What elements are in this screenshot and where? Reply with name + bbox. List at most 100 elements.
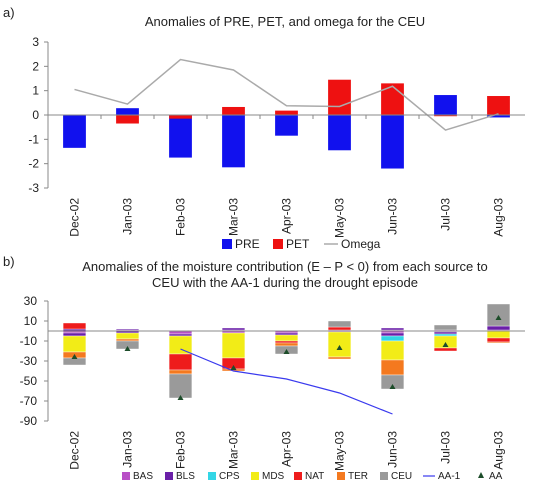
panel-b-letter: b)	[3, 254, 15, 269]
x-tick-label: Dec-02	[68, 198, 82, 237]
panel-a-x-axis: Dec-02 Jan-03 Feb-03 Mar-03 Apr-03 May-03 Jun-…	[47, 114, 525, 238]
bar-pet-may-03	[328, 79, 351, 115]
x-tick-label: Jan-03	[121, 198, 135, 235]
bar-segment-bls-aug-03-pos	[486, 325, 511, 331]
bar-segment-bls-jan-03-pos	[115, 328, 140, 331]
legend-swatch-mds	[251, 472, 259, 480]
y-tick-label: -10	[20, 334, 38, 348]
legend-label-nat: NAT	[305, 471, 324, 482]
bar-pre-jun-03	[381, 115, 404, 169]
x-tick-label: Jan-03	[121, 431, 135, 468]
panel-a-y-axis: -3 -2 -1 0 1 2 3	[28, 35, 49, 195]
legend-label-ter: TER	[348, 471, 368, 482]
legend-swatch-ter	[337, 472, 345, 480]
y-tick-label: -3	[28, 181, 39, 195]
bar-segment-mds-dec-02-neg	[62, 335, 87, 353]
y-tick-label: -1	[28, 132, 39, 146]
bar-pre-apr-03	[275, 115, 298, 136]
panel-a-bars	[63, 79, 510, 169]
x-tick-label: Aug-03	[492, 198, 506, 237]
aa-marker-jul-03	[442, 342, 449, 347]
bar-pre-mar-03	[222, 115, 245, 168]
bar-segment-mds-jan-03-neg	[115, 332, 140, 340]
legend-label-aa-1: AA-1	[438, 471, 461, 482]
bar-segment-nat-may-03-pos	[327, 326, 352, 331]
x-tick-label: Mar-03	[227, 431, 241, 469]
bar-pet-jun-03	[381, 83, 404, 115]
bar-segment-mds-may-03-neg	[327, 331, 352, 358]
bar-segment-nat-aug-03-neg	[486, 337, 511, 343]
panel-b-title-line-1: Anomalies of the moisture contribution (…	[82, 259, 488, 274]
bar-pet-jul-03	[434, 115, 457, 117]
y-tick-label: 3	[32, 35, 39, 49]
panel-b-y-axis: 30 10 -10 -30 -50 -70 -90	[20, 294, 49, 428]
bar-segment-nat-apr-03-neg	[274, 340, 299, 344]
bar-pet-apr-03	[275, 110, 298, 115]
x-tick-label: Mar-03	[227, 198, 241, 236]
bar-segment-ter-jan-03-neg	[115, 338, 140, 342]
y-tick-label: 1	[32, 84, 39, 98]
legend-label-pre: PRE	[235, 237, 260, 251]
legend-swatch-bls	[165, 472, 173, 480]
legend-label-mds: MDS	[262, 471, 285, 482]
x-tick-label: Dec-02	[68, 431, 82, 470]
x-tick-label: Jun-03	[386, 198, 400, 235]
x-tick-label: Feb-03	[174, 198, 188, 236]
bar-segment-mds-feb-03-neg	[168, 335, 193, 355]
bar-pet-mar-03	[222, 106, 245, 115]
bar-segment-ter-aug-03-neg	[486, 341, 511, 344]
bar-pet-jan-03	[116, 115, 139, 124]
aa-marker-feb-03	[177, 395, 184, 400]
bar-pre-jul-03	[434, 95, 457, 115]
legend-label-cps: CPS	[219, 471, 240, 482]
bar-segment-bls-apr-03-neg	[274, 332, 299, 336]
legend-swatch-nat	[294, 472, 302, 480]
x-tick-label: Aug-03	[492, 431, 506, 470]
bar-segment-ceu-may-03-pos	[327, 320, 352, 328]
panel-a-letter: a)	[3, 5, 15, 20]
bar-segment-ceu-dec-02-neg	[62, 357, 87, 366]
x-tick-label: Jul-03	[439, 198, 453, 231]
bar-segment-mds-apr-03-neg	[274, 334, 299, 342]
aa-marker-may-03	[336, 345, 343, 350]
bar-pet-feb-03	[169, 115, 192, 119]
bar-segment-ceu-jul-03-pos	[433, 324, 458, 331]
bar-segment-bls-jun-03-pos	[380, 327, 405, 331]
aa-1-line-series	[180, 348, 393, 415]
bar-segment-nat-jul-03-neg	[433, 347, 458, 352]
bar-segment-bls-feb-03-neg	[168, 333, 193, 337]
aa-marker-mar-03	[230, 365, 237, 370]
panel-a-legend: PRE PET Omega	[222, 237, 381, 251]
legend-swatch-pre	[222, 239, 232, 249]
legend-marker-aa	[478, 472, 484, 478]
y-tick-label: 2	[32, 59, 39, 73]
panel-b: b) Anomalies of the moisture contributio…	[3, 254, 525, 482]
legend-label-omega: Omega	[341, 237, 381, 251]
bar-segment-ter-apr-03-neg	[274, 342, 299, 347]
bar-segment-ter-feb-03-neg	[168, 369, 193, 375]
bar-segment-mds-mar-03-neg	[221, 332, 246, 359]
x-tick-label: May-03	[333, 198, 347, 238]
y-tick-label: 0	[32, 108, 39, 122]
bar-pre-aug-03	[487, 115, 510, 118]
legend-label-bls: BLS	[176, 471, 195, 482]
y-tick-label: -90	[20, 414, 38, 428]
bar-segment-bls-jul-03-neg	[433, 331, 458, 335]
aa-marker-apr-03	[283, 349, 290, 354]
legend-swatch-bas	[122, 472, 130, 480]
aa-marker-aug-03	[495, 315, 502, 320]
panel-a: a) Anomalies of PRE, PET, and omega for …	[3, 5, 525, 251]
bar-pre-dec-02	[63, 115, 86, 148]
panel-b-x-axis: Dec-02 Jan-03 Feb-03 Mar-03 Apr-03 May-03 Jun-…	[48, 330, 525, 471]
aa-marker-dec-02	[71, 354, 78, 359]
bar-pre-jan-03	[116, 108, 139, 115]
bar-segment-cps-jul-03-neg	[433, 333, 458, 337]
y-tick-label: -70	[20, 394, 38, 408]
y-tick-label: 10	[24, 314, 38, 328]
y-tick-label: 30	[24, 294, 38, 308]
panel-b-title-line-2: CEU with the AA-1 during the drought epi…	[152, 275, 418, 290]
bar-segment-cps-jun-03-neg	[380, 335, 405, 342]
panel-b-legend: BAS BLS CPS MDS NAT TER CEU AA-1 AA	[122, 471, 503, 482]
panel-b-stacked-bars	[62, 303, 511, 399]
bar-segment-nat-feb-03-neg	[168, 353, 193, 371]
